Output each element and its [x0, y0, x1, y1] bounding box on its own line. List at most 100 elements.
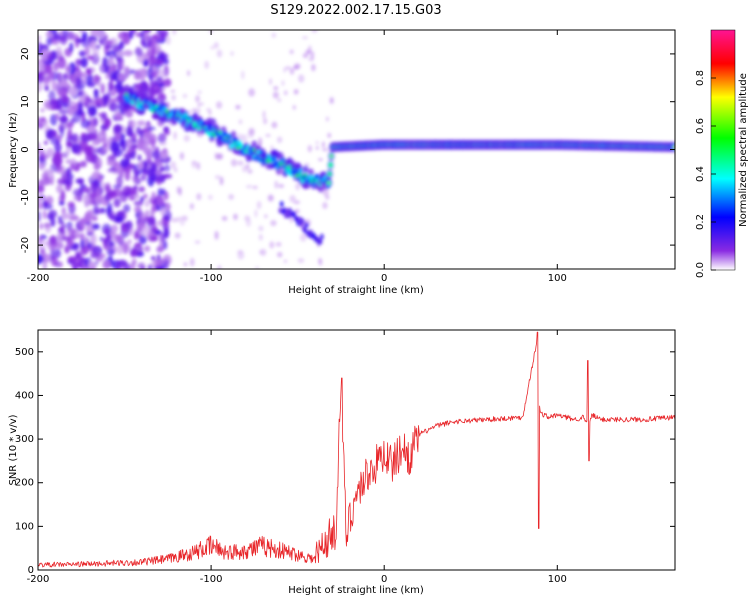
heatmap-cell [182, 93, 188, 99]
heatmap-cell [322, 201, 328, 210]
heatmap-cell [293, 88, 299, 95]
heatmap-cell [295, 182, 300, 191]
heatmap-cell [109, 65, 117, 72]
heatmap-cell [129, 189, 138, 196]
heatmap-cell [113, 198, 121, 208]
heatmap-cell [170, 217, 178, 223]
heatmap-cell [125, 125, 134, 137]
colorbar-ticks: 0.0 0.2 0.4 0.6 0.8 [695, 70, 716, 278]
heatmap-cell [129, 196, 136, 201]
heatmap-cell [298, 74, 305, 83]
snr-x-ticks: -200 -100 0 100 [27, 330, 567, 585]
heatmap-cell [161, 188, 166, 196]
heatmap-cell [221, 215, 228, 221]
heatmap-cell [48, 209, 58, 219]
heatmap-cell [262, 110, 266, 119]
heatmap-cell [74, 252, 83, 262]
heatmap-cell [276, 136, 283, 144]
heatmap-cell [38, 149, 41, 154]
heatmap-cell [48, 100, 58, 106]
heatmap-cell [163, 130, 171, 136]
heatmap-y-tick-label: 0 [20, 146, 31, 152]
heatmap-image [38, 30, 675, 269]
heatmap-cell [124, 170, 131, 181]
heatmap-cell [46, 36, 53, 46]
heatmap-cell [109, 73, 119, 80]
heatmap-cell [110, 98, 119, 103]
heatmap-cell [46, 131, 52, 140]
heatmap-cell [315, 146, 319, 150]
heatmap-cell [68, 86, 78, 97]
heatmap-cell [270, 145, 274, 150]
heatmap-cell [327, 132, 332, 139]
colorbar-gradient [711, 30, 735, 270]
heatmap-y-tick-label: 10 [20, 95, 31, 108]
heatmap-cell [87, 102, 95, 107]
heatmap-cell [91, 140, 100, 146]
heatmap-cell [170, 161, 177, 169]
heatmap-cell [50, 248, 55, 261]
heatmap-cell [141, 226, 150, 237]
heatmap-cell [328, 172, 332, 176]
heatmap-cell [284, 66, 292, 70]
heatmap-cell [69, 42, 74, 53]
heatmap-cell [84, 46, 90, 56]
heatmap-cell [76, 38, 84, 43]
heatmap-x-tick-label: 100 [548, 273, 567, 284]
heatmap-cell [81, 112, 86, 123]
heatmap-cell [41, 48, 49, 60]
heatmap-cell [163, 164, 171, 172]
heatmap-cell [45, 195, 54, 205]
heatmap-y-tick-label: -10 [20, 189, 31, 205]
heatmap-cell [75, 58, 83, 66]
heatmap-cell [106, 160, 115, 166]
heatmap-cell [66, 31, 75, 40]
heatmap-cell [237, 249, 244, 254]
heatmap-cell [109, 141, 120, 152]
heatmap-cell [274, 180, 279, 189]
heatmap-cell [268, 78, 273, 85]
heatmap-cell [307, 168, 314, 177]
heatmap-cell [158, 141, 167, 146]
heatmap-cell [125, 66, 130, 76]
heatmap-cell [315, 140, 319, 145]
heatmap-cell [129, 248, 138, 258]
heatmap-cell [183, 134, 190, 142]
heatmap-cell [199, 102, 204, 106]
heatmap-cell [94, 196, 102, 204]
heatmap-cell [103, 228, 110, 235]
colorbar: 0.0 0.2 0.4 0.6 0.8 Normalized spectral ampl… [695, 29, 749, 278]
heatmap-cell [160, 152, 168, 159]
heatmap-x-axis-label: Height of straight line (km) [288, 285, 424, 296]
heatmap-cell [38, 235, 44, 248]
heatmap-cell [147, 86, 155, 98]
snr-y-tick-label: 200 [15, 478, 34, 489]
heatmap-cell [80, 238, 85, 249]
heatmap-cell [162, 173, 173, 179]
heatmap-cell [138, 211, 147, 223]
heatmap-cell [48, 90, 56, 102]
heatmap-cell [160, 233, 166, 243]
heatmap-cell [278, 183, 285, 189]
heatmap-cell [133, 168, 140, 174]
heatmap-cell [142, 131, 152, 139]
heatmap-cell [40, 248, 45, 255]
snr-y-tick-label: 500 [15, 347, 34, 358]
heatmap-cell [74, 72, 81, 78]
heatmap-cell [116, 175, 123, 187]
heatmap-cell [154, 43, 162, 55]
heatmap-cell [164, 215, 170, 221]
snr-panel: -200 -100 0 100 0 100 200 300 400 500 Height of … [8, 329, 676, 596]
heatmap-cell [54, 142, 62, 153]
heatmap-cell [271, 32, 277, 38]
heatmap-cell [67, 201, 75, 208]
heatmap-cell [87, 82, 96, 88]
heatmap-cell [147, 39, 153, 48]
heatmap-cell [115, 132, 122, 141]
colorbar-tick-label: 0.6 [695, 118, 706, 134]
heatmap-cell [265, 133, 271, 137]
heatmap-cell [310, 50, 315, 60]
colorbar-tick-label: 0.8 [695, 70, 706, 86]
heatmap-cell [264, 214, 268, 219]
heatmap-cell [156, 68, 166, 80]
